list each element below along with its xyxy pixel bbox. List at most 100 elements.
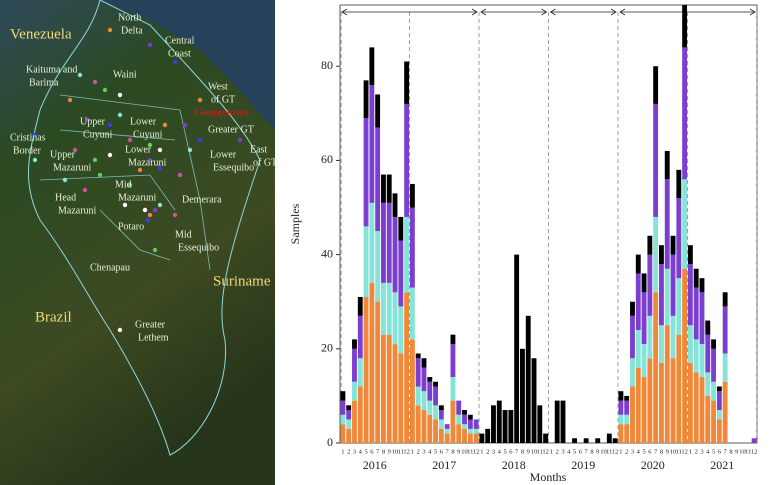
sample-dot [107,27,113,33]
bar-segment [624,424,630,443]
bar-segment [467,433,473,443]
bar-segment [659,264,664,326]
bar-segment [404,292,410,443]
bar-segment [409,183,415,208]
bar-segment [537,405,543,443]
bar-segment [716,410,722,420]
sample-dot [72,147,78,153]
bar-segment [415,386,421,406]
x-tick-label: 11 [745,448,751,455]
bar-segment [433,419,438,443]
bar-segment [433,405,438,420]
bar-segment [444,433,450,443]
bar-segment [682,268,688,443]
bar-segment [427,414,433,443]
sample-dot [237,137,243,143]
bar-segment [687,245,693,265]
bar-segment [369,282,375,443]
bar-segment [699,278,705,293]
bar-segment [583,438,589,443]
bar-segment [404,103,410,217]
x-tick-label: 2 [486,448,489,455]
bar-segment [462,414,467,425]
bar-segment [473,419,479,429]
sample-dot [107,122,113,128]
x-tick-label: 8 [729,448,732,455]
region-label: Coast [168,48,191,59]
x-tick-label: 4 [637,448,641,455]
arrow-head [549,8,617,16]
bar-segment [479,433,485,443]
bar-segment [624,395,630,401]
region-label: Essequibo [213,162,254,173]
region-label: Mid [175,229,192,240]
bar-segment [693,268,699,288]
region-label: Mazaruni [118,192,157,203]
x-tick-label: 5 [712,448,715,455]
bar-segment [438,428,444,443]
bar-segment [635,273,641,330]
region-label: North [118,12,141,23]
x-tick-label: 2 [347,448,350,455]
country-label: Suriname [213,273,271,289]
x-tick-label: 9 [388,448,391,455]
bar-segment [705,395,711,443]
x-tick-label: 4 [428,448,432,455]
region-label: Greater GT [208,124,254,135]
x-tick-label: 1 [550,448,553,455]
bar-segment [722,306,728,354]
region-labels: North Delta Central Coast Kaituma and Barima W… [10,12,277,343]
sample-dot [187,147,193,153]
bar-segment [421,391,427,411]
region-label: Mazaruni [53,162,92,173]
bar-segment [340,391,346,401]
region-label: Mazaruni [58,205,97,216]
bar-segment [369,202,375,283]
bar-segment [653,66,659,104]
sample-dot [92,157,98,163]
region-label: of GT [253,157,277,168]
bar-segment [711,348,716,382]
bar-segment [676,278,682,335]
sample-dot [85,117,91,123]
bar-segment [438,419,444,429]
ocean [100,0,275,130]
bar-segment [560,400,566,443]
bar-segment [531,358,537,443]
bar-segment [687,325,693,363]
x-tick-label: 10 [600,448,607,455]
sample-dot [127,137,133,143]
bar-segment [450,334,456,345]
x-tick-label: 8 [660,448,663,455]
x-tick-label: 5 [364,448,367,455]
year-label: 2019 [571,458,595,472]
bar-segment [386,174,392,203]
bar-segment [450,377,456,401]
bar-segment [473,428,479,434]
x-tick-label: 3 [561,448,564,455]
x-tick-label: 11 [467,448,473,455]
bar-segment [450,344,456,378]
bar-segment [595,438,601,443]
sample-dot [97,172,103,178]
bar-segment [381,282,386,335]
x-tick-label: 7 [515,448,519,455]
region-label: Central [165,35,195,46]
bar-segment [496,400,502,443]
x-tick-label: 10 [392,448,399,455]
bar-segment [653,292,659,443]
x-tick-label: 4 [706,448,710,455]
x-tick-label: 2 [417,448,420,455]
arrow-head [341,8,478,16]
bar-segment [670,254,676,316]
x-tick-label: 11 [676,448,682,455]
bar-segment [467,414,473,420]
x-tick-label: 12 [473,448,480,455]
bar-segment [421,367,427,392]
sample-dot [67,97,73,103]
y-tick-label: 0 [327,435,333,449]
y-tick-label: 20 [321,341,333,355]
x-tick-label: 11 [537,448,543,455]
bar-segment [676,334,682,443]
region-label: Lower [130,116,157,127]
